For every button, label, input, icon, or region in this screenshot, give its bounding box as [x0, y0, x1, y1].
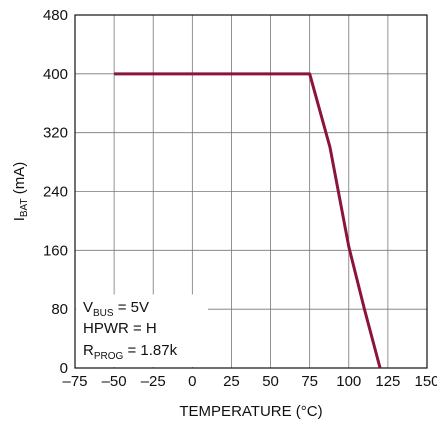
y-tick-label: 0 — [60, 360, 68, 377]
x-tick-label: 25 — [223, 373, 240, 390]
series-layer — [114, 72, 382, 369]
x-tick-label: –50 — [102, 373, 127, 390]
x-tick-label: 100 — [336, 373, 361, 390]
y-axis-label: IBAT (mA) — [11, 162, 30, 222]
x-tick-label: –75 — [62, 373, 87, 390]
annotation-vbus: VBUS = 5V — [83, 299, 149, 319]
y-tick-label: 320 — [43, 125, 68, 142]
y-tick-label: 80 — [51, 301, 68, 318]
x-tick-label: 0 — [188, 373, 196, 390]
annotation-box — [76, 294, 208, 367]
annotation-hpwr: HPWR = H — [83, 320, 157, 337]
y-tick-label: 240 — [43, 184, 68, 201]
x-axis-label: TEMPERATURE (°C) — [179, 403, 322, 420]
series-line — [114, 72, 382, 369]
y-tick-label: 400 — [43, 66, 68, 83]
x-tick-labels: –75 –50 –25 0 25 50 75 100 125 150 — [62, 373, 437, 390]
y-tick-labels: 0 80 160 240 320 400 480 — [43, 7, 68, 377]
x-tick-label: 125 — [375, 373, 400, 390]
y-tick-label: 480 — [43, 7, 68, 24]
x-tick-label: 50 — [262, 373, 279, 390]
x-tick-label: 75 — [301, 373, 318, 390]
plot-frame — [74, 14, 428, 369]
x-tick-label: 150 — [414, 373, 437, 390]
annotation-rprog: RPROG = 1.87k — [83, 342, 178, 362]
annotation: VBUS = 5V HPWR = H RPROG = 1.87k — [83, 299, 178, 362]
y-tick-label: 160 — [43, 242, 68, 259]
x-tick-label: –25 — [141, 373, 166, 390]
